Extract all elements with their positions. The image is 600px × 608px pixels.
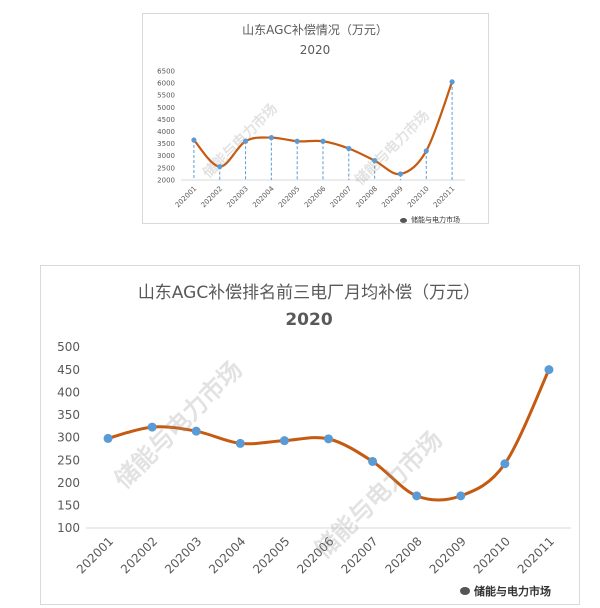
- y-tick-label: 2500: [157, 164, 175, 172]
- x-tick-label: 202005: [277, 185, 302, 210]
- x-tick-label: 202003: [225, 185, 250, 210]
- data-point: [449, 79, 455, 85]
- data-point: [235, 438, 245, 448]
- wechat-watermark: 储能与电力市场: [400, 215, 460, 225]
- series-line: [192, 80, 454, 176]
- data-point: [346, 145, 352, 152]
- data-point: [242, 138, 249, 144]
- chart-title: 山东AGC补偿排名前三电厂月均补偿（万元）: [138, 283, 480, 303]
- x-tick-label: 202007: [338, 534, 380, 576]
- y-tick-label: 4000: [157, 128, 175, 136]
- y-tick-label: 3000: [157, 152, 175, 160]
- y-tick-label: 3500: [157, 140, 175, 148]
- data-point: [191, 426, 201, 436]
- y-tick-label: 4500: [157, 116, 175, 124]
- data-point: [368, 456, 378, 466]
- y-tick-label: 2000: [157, 176, 175, 184]
- chart-subtitle: 2020: [285, 310, 332, 330]
- y-tick-label: 300: [57, 431, 80, 445]
- x-tick-label: 202002: [118, 534, 160, 576]
- y-tick-label: 5500: [157, 92, 175, 100]
- watermark-brand: 储能与电力市场: [411, 216, 460, 224]
- data-point: [324, 434, 333, 444]
- y-tick-label: 100: [57, 521, 80, 535]
- y-tick-label: 5000: [157, 104, 175, 112]
- y-tick-label: 450: [57, 363, 80, 377]
- x-tick-label: 202006: [294, 534, 336, 576]
- x-tick-label: 202007: [329, 185, 354, 210]
- data-point: [217, 164, 223, 170]
- x-tick-label: 202010: [471, 534, 513, 576]
- x-tick-label: 202009: [380, 185, 405, 210]
- data-point: [103, 433, 113, 443]
- chart-title: 山东AGC补偿情况（万元）: [242, 22, 388, 37]
- chart-panel-agc-compensation: 山东AGC补偿情况（万元） 2020 2000 2500 3000 3500 4000 450…: [142, 13, 489, 224]
- y-tick-label: 150: [57, 499, 80, 513]
- data-point: [147, 422, 157, 432]
- y-tick-label: 250: [57, 453, 80, 467]
- data-point: [279, 436, 289, 446]
- chart-subtitle: 2020: [300, 43, 331, 57]
- x-tick-label: 202002: [200, 185, 225, 210]
- x-tick-label: 202009: [427, 534, 469, 576]
- y-tick-label: 400: [57, 385, 80, 399]
- data-point: [456, 491, 466, 501]
- y-tick-label: 6500: [157, 67, 175, 75]
- y-tick-label: 350: [57, 408, 80, 422]
- x-tick-label: 202011: [432, 185, 457, 210]
- x-tick-label: 202008: [354, 185, 379, 210]
- data-point: [191, 137, 197, 143]
- x-tick-label: 202008: [383, 534, 425, 576]
- x-tick-label: 202001: [74, 534, 116, 576]
- x-tick-label: 202010: [406, 185, 431, 210]
- wechat-icon: [400, 217, 407, 223]
- y-tick-label: 200: [57, 476, 80, 490]
- x-tick-label: 202004: [251, 184, 276, 209]
- x-tick-label: 202005: [250, 534, 292, 576]
- x-tick-label: 202001: [174, 185, 199, 210]
- y-tick-label: 6000: [157, 80, 175, 88]
- x-tick-label: 202003: [162, 534, 204, 576]
- data-point: [268, 135, 274, 141]
- x-tick-label: 202006: [303, 184, 328, 209]
- wechat-icon: [460, 587, 470, 595]
- x-tick-label: 202004: [206, 534, 248, 576]
- data-point: [544, 365, 554, 375]
- data-point: [412, 491, 422, 501]
- x-tick-label: 202011: [515, 534, 557, 576]
- data-point: [372, 158, 378, 164]
- data-point: [294, 138, 300, 144]
- wechat-watermark: 储能与电力市场: [460, 583, 551, 599]
- chart-agc-compensation: 山东AGC补偿情况（万元） 2020 2000 2500 3000 3500 4000 450…: [157, 22, 465, 210]
- chart-panel-top-three-plants: 山东AGC补偿排名前三电厂月均补偿（万元） 2020 100 150 200 250 300…: [40, 265, 580, 605]
- y-tick-label: 500: [57, 340, 80, 354]
- watermark-brand: 储能与电力市场: [474, 585, 551, 598]
- data-point: [423, 148, 429, 154]
- data-point: [500, 459, 510, 469]
- data-point: [397, 171, 404, 177]
- data-point: [320, 138, 326, 144]
- chart-top-three-plants: 山东AGC补偿排名前三电厂月均补偿（万元） 2020 100 150 200 250 300…: [57, 283, 571, 577]
